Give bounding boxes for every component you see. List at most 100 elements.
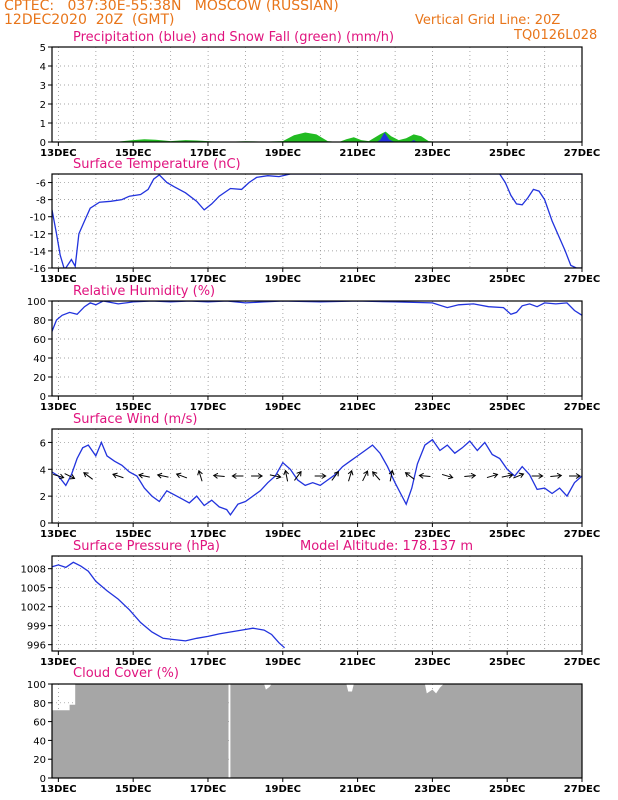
x-tick-label: 27DEC (564, 529, 600, 540)
x-tick-label: 21DEC (339, 274, 375, 285)
x-tick-label: 19DEC (265, 402, 301, 413)
y-tick-label: 40 (33, 736, 46, 747)
x-tick-label: 17DEC (190, 402, 226, 413)
x-tick-label: 21DEC (339, 784, 375, 795)
x-tick-label: 13DEC (40, 784, 76, 795)
x-tick-label: 17DEC (190, 529, 226, 540)
x-tick-label: 25DEC (489, 274, 525, 285)
wind-arrow (347, 469, 354, 482)
x-tick-label: 19DEC (265, 274, 301, 285)
wind-arrow (418, 472, 431, 479)
series-snow-fall-area (52, 131, 582, 142)
y-tick-label: 1 (40, 119, 46, 130)
y-tick-label: -10 (30, 213, 46, 224)
x-tick-label: 23DEC (414, 529, 450, 540)
x-tick-label: 13DEC (40, 274, 76, 285)
panel-title-wind: Surface Wind (m/s) (73, 412, 198, 427)
x-tick-label: 21DEC (339, 148, 375, 159)
x-tick-label: 15DEC (115, 529, 151, 540)
y-tick-label: 5 (40, 43, 46, 54)
x-tick-label: 15DEC (115, 402, 151, 413)
wind-arrow (550, 472, 563, 479)
y-tick-label: 1008 (21, 565, 46, 576)
x-tick-label: 27DEC (564, 784, 600, 795)
header-location: CPTEC: 037:30E-55:38N MOSCOW (RUSSIAN) (4, 0, 339, 14)
x-tick-label: 21DEC (339, 529, 375, 540)
y-tick-label: -6 (36, 179, 46, 190)
wind-arrow (251, 473, 264, 479)
x-tick-label: 25DEC (489, 402, 525, 413)
panel-frame (51, 683, 583, 779)
wind-arrow (372, 471, 381, 481)
x-tick-label: 17DEC (190, 784, 226, 795)
x-tick-label: 21DEC (339, 657, 375, 668)
series-temperature-line (52, 174, 582, 268)
x-tick-label: 21DEC (339, 402, 375, 413)
wind-arrow (197, 469, 203, 482)
series-pressure-line (52, 561, 286, 649)
wind-arrow (212, 472, 225, 479)
x-tick-label: 27DEC (564, 148, 600, 159)
wind-arrow (362, 470, 369, 482)
wind-arrow (464, 472, 477, 479)
wind-arrow (64, 473, 76, 480)
wind-arrow (269, 473, 282, 480)
x-tick-label: 13DEC (40, 657, 76, 668)
x-tick-label: 13DEC (40, 402, 76, 413)
x-tick-label: 15DEC (115, 784, 151, 795)
x-tick-label: 25DEC (489, 529, 525, 540)
wind-arrow (52, 473, 65, 480)
wind-arrow (388, 469, 395, 482)
y-tick-label: -12 (30, 230, 46, 241)
x-tick-label: 23DEC (414, 402, 450, 413)
wind-arrow (441, 473, 454, 480)
header-datetime: 12DEC2020 20Z (GMT) (4, 12, 175, 28)
wind-arrow (531, 473, 544, 479)
panel-title-cloud: Cloud Cover (%) (73, 666, 179, 681)
x-tick-label: 15DEC (115, 657, 151, 668)
wind-arrow (314, 473, 327, 479)
x-tick-label: 25DEC (489, 657, 525, 668)
wind-arrow (331, 470, 340, 481)
wind-arrow (513, 472, 525, 479)
panel-annotation-altitude: Model Altitude: 178.137 m (300, 539, 474, 554)
wind-arrow (231, 473, 244, 479)
wind-arrow (138, 472, 150, 479)
wind-arrow (283, 469, 290, 482)
panel-title-precipitation: Precipitation (blue) and Snow Fall (gree… (73, 30, 395, 45)
series-relative-humidity-line (52, 301, 582, 332)
y-tick-label: 0 (40, 774, 46, 785)
x-tick-label: 19DEC (265, 784, 301, 795)
wind-arrow (112, 472, 124, 479)
wind-arrow (156, 472, 169, 479)
panel-title-pressure: Surface Pressure (hPa) (73, 539, 220, 554)
x-tick-label: 13DEC (40, 148, 76, 159)
x-tick-label: 19DEC (265, 657, 301, 668)
y-tick-label: 1005 (21, 584, 46, 595)
series-temperature-late--line (499, 174, 582, 268)
y-tick-label: 60 (33, 335, 46, 346)
y-tick-label: 80 (33, 316, 46, 327)
y-tick-label: -16 (30, 264, 46, 275)
y-tick-label: 20 (33, 373, 46, 384)
wind-arrow (569, 473, 581, 479)
wind-arrow (404, 472, 415, 480)
wind-arrow (294, 470, 302, 481)
y-tick-label: 4 (40, 62, 46, 73)
x-tick-label: 15DEC (115, 274, 151, 285)
x-tick-label: 17DEC (190, 274, 226, 285)
x-tick-label: 19DEC (265, 148, 301, 159)
y-tick-label: 999 (27, 622, 46, 633)
y-tick-label: 3 (40, 81, 46, 92)
panel-frame (51, 555, 583, 652)
x-tick-label: 15DEC (115, 148, 151, 159)
x-tick-label: 17DEC (190, 148, 226, 159)
panel-frame (51, 46, 583, 143)
y-tick-label: 6 (40, 438, 46, 449)
x-tick-label: 25DEC (489, 148, 525, 159)
x-tick-label: 27DEC (564, 657, 600, 668)
x-tick-label: 27DEC (564, 274, 600, 285)
x-tick-label: 27DEC (564, 402, 600, 413)
wind-arrow (501, 472, 514, 479)
